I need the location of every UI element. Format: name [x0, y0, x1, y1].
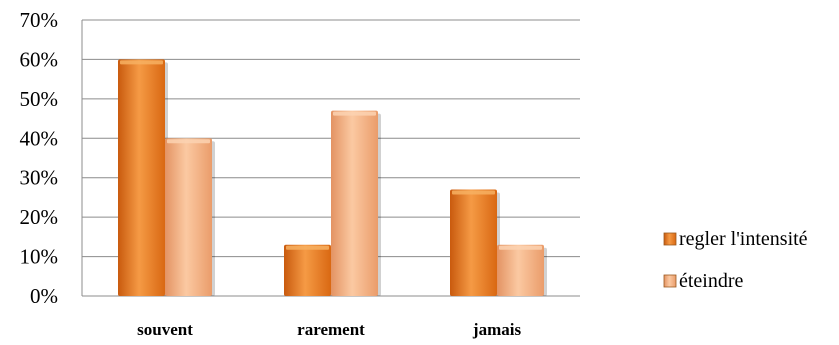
- legend-item: éteindre: [663, 270, 744, 292]
- y-tick-label: 70%: [20, 8, 59, 32]
- bar-jamais-eteindre: [497, 244, 547, 296]
- x-category-label: rarement: [297, 320, 365, 339]
- legend-label: regler l'intensité: [679, 228, 808, 250]
- x-category-label: jamais: [472, 320, 522, 339]
- y-tick-label: 60%: [20, 47, 59, 71]
- y-tick-label: 10%: [20, 245, 59, 269]
- legend-swatch: [663, 274, 677, 288]
- y-tick-label: 50%: [20, 87, 59, 111]
- y-tick-label: 0%: [30, 284, 58, 308]
- bar-rarement-regler: [284, 244, 334, 296]
- bar-souvent-eteindre: [165, 138, 215, 296]
- y-tick-label: 30%: [20, 166, 59, 190]
- bars: [118, 59, 547, 296]
- y-tick-label: 40%: [20, 126, 59, 150]
- bar-rarement-eteindre: [331, 110, 381, 296]
- legend-swatch: [663, 232, 677, 246]
- bar-souvent-regler: [118, 59, 168, 296]
- legend-label: éteindre: [679, 270, 744, 292]
- y-axis-ticks: 0% 10% 20% 30% 40% 50% 60% 70%: [20, 8, 59, 308]
- legend: regler l'intensité éteindre: [663, 228, 808, 292]
- legend-item: regler l'intensité: [663, 228, 808, 250]
- x-category-label: souvent: [137, 320, 193, 339]
- x-axis-categories: souvent rarement jamais: [137, 320, 521, 339]
- bar-jamais-regler: [450, 189, 500, 296]
- y-tick-label: 20%: [20, 205, 59, 229]
